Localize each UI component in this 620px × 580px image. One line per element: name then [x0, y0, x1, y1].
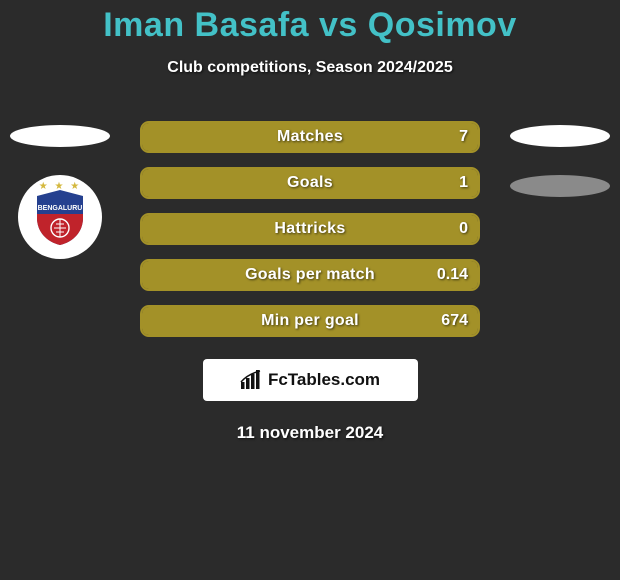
- stat-value-right: 0.14: [437, 266, 468, 284]
- stat-value-right: 1: [459, 174, 468, 192]
- bar-chart-icon: [240, 370, 262, 390]
- stat-label: Goals: [142, 174, 478, 192]
- stat-label: Matches: [142, 128, 478, 146]
- brand-text: FcTables.com: [268, 370, 380, 390]
- page-title: Iman Basafa vs Qosimov: [0, 0, 620, 45]
- stat-value-right: 0: [459, 220, 468, 238]
- stat-label: Hattricks: [142, 220, 478, 238]
- stat-row: Hattricks0: [140, 213, 480, 245]
- club-name-text: BENGALURU: [38, 205, 83, 212]
- stats-panel: Matches7Goals1Hattricks0Goals per match0…: [140, 121, 480, 337]
- club-badge-placeholder: [510, 175, 610, 197]
- stat-row: Matches7: [140, 121, 480, 153]
- club-shield-icon: BENGALURU: [33, 188, 87, 246]
- stat-label: Goals per match: [142, 266, 478, 284]
- stat-value-right: 7: [459, 128, 468, 146]
- player-photo-placeholder: [510, 125, 610, 147]
- club-badge-left: ★ ★ ★ BENGALURU: [18, 175, 102, 259]
- right-player-column: [510, 125, 610, 225]
- date-text: 11 november 2024: [0, 423, 620, 443]
- stat-row: Goals per match0.14: [140, 259, 480, 291]
- brand-box[interactable]: FcTables.com: [203, 359, 418, 401]
- stat-row: Goals1: [140, 167, 480, 199]
- stat-row: Min per goal674: [140, 305, 480, 337]
- left-player-column: ★ ★ ★ BENGALURU: [10, 125, 110, 259]
- player-photo-placeholder: [10, 125, 110, 147]
- stat-label: Min per goal: [142, 312, 478, 330]
- subtitle: Club competitions, Season 2024/2025: [0, 59, 620, 77]
- stat-value-right: 674: [441, 312, 468, 330]
